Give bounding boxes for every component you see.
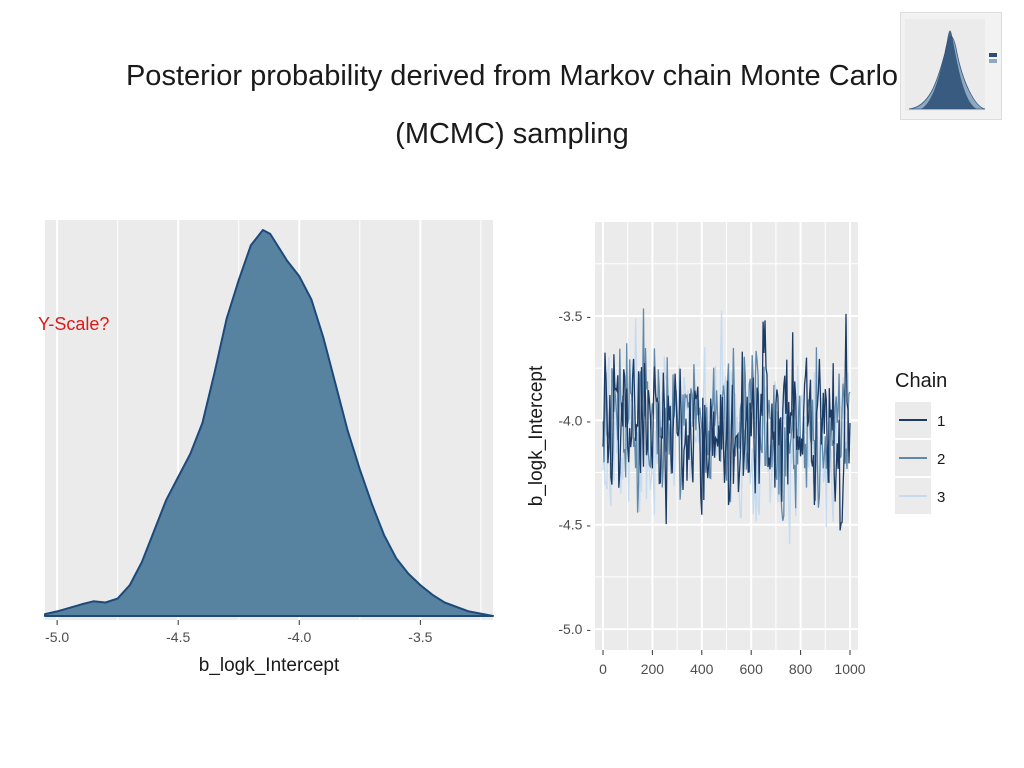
density-x-tick-label: -4.0 bbox=[287, 629, 311, 645]
trace-x-tick-label: 200 bbox=[641, 661, 665, 677]
trace-y-tick-label: -4.5 - bbox=[558, 517, 591, 533]
slide-title-line-1: Posterior probability derived from Marko… bbox=[125, 60, 899, 92]
trace-x-tick-label: 400 bbox=[690, 661, 714, 677]
density-x-tick-label: -3.5 bbox=[408, 629, 432, 645]
chain-legend: Chain 1 2 3 bbox=[895, 370, 947, 514]
legend-label-chain-1: 1 bbox=[937, 413, 945, 430]
trace-y-axis-title: b_logk_Intercept bbox=[526, 365, 547, 506]
trace-y-tick-label: -3.5 - bbox=[558, 308, 591, 324]
trace-x-tick-label: 0 bbox=[599, 661, 607, 677]
thumbnail-graphic bbox=[905, 19, 997, 111]
legend-label-chain-2: 2 bbox=[937, 451, 945, 468]
trace-line-chain-1 bbox=[602, 313, 851, 531]
density-x-ticks: -5.0 -4.5 -4.0 -3.5 bbox=[45, 620, 433, 645]
density-x-tick-label: -5.0 bbox=[45, 629, 69, 645]
legend-items: 1 2 3 bbox=[895, 402, 945, 514]
trace-y-tick-label: -5.0 - bbox=[558, 621, 591, 637]
trace-y-ticks: -3.5 - -4.0 - -4.5 - -5.0 - bbox=[558, 308, 591, 637]
thumbnail-density-dark bbox=[921, 30, 977, 109]
mcmc-trace-chart: -3.5 --4.0 --4.5 --5.0 - 0 200 400 600 800 10… bbox=[526, 222, 947, 677]
trace-y-tick-label: -4.0 - bbox=[558, 412, 591, 428]
slide-title-line-2: (MCMC) sampling bbox=[395, 118, 629, 150]
trace-lines bbox=[602, 308, 851, 545]
trace-x-tick-label: 1000 bbox=[834, 661, 865, 677]
posterior-density-chart: -5.0 -4.5 -4.0 -3.5 b_logk_Intercept bbox=[44, 220, 494, 676]
density-plot-thumbnail bbox=[900, 12, 1002, 120]
density-x-axis-title: b_logk_Intercept bbox=[199, 655, 340, 676]
density-area bbox=[44, 229, 494, 617]
density-x-tick-label: -4.5 bbox=[166, 629, 190, 645]
y-scale-annotation: Y-Scale? bbox=[38, 314, 110, 334]
trace-x-ticks: 0 200 400 600 800 1000 bbox=[599, 650, 866, 677]
trace-x-tick-label: 800 bbox=[789, 661, 813, 677]
legend-label-chain-3: 3 bbox=[937, 489, 945, 506]
legend-title: Chain bbox=[895, 370, 947, 392]
trace-x-tick-label: 600 bbox=[740, 661, 764, 677]
